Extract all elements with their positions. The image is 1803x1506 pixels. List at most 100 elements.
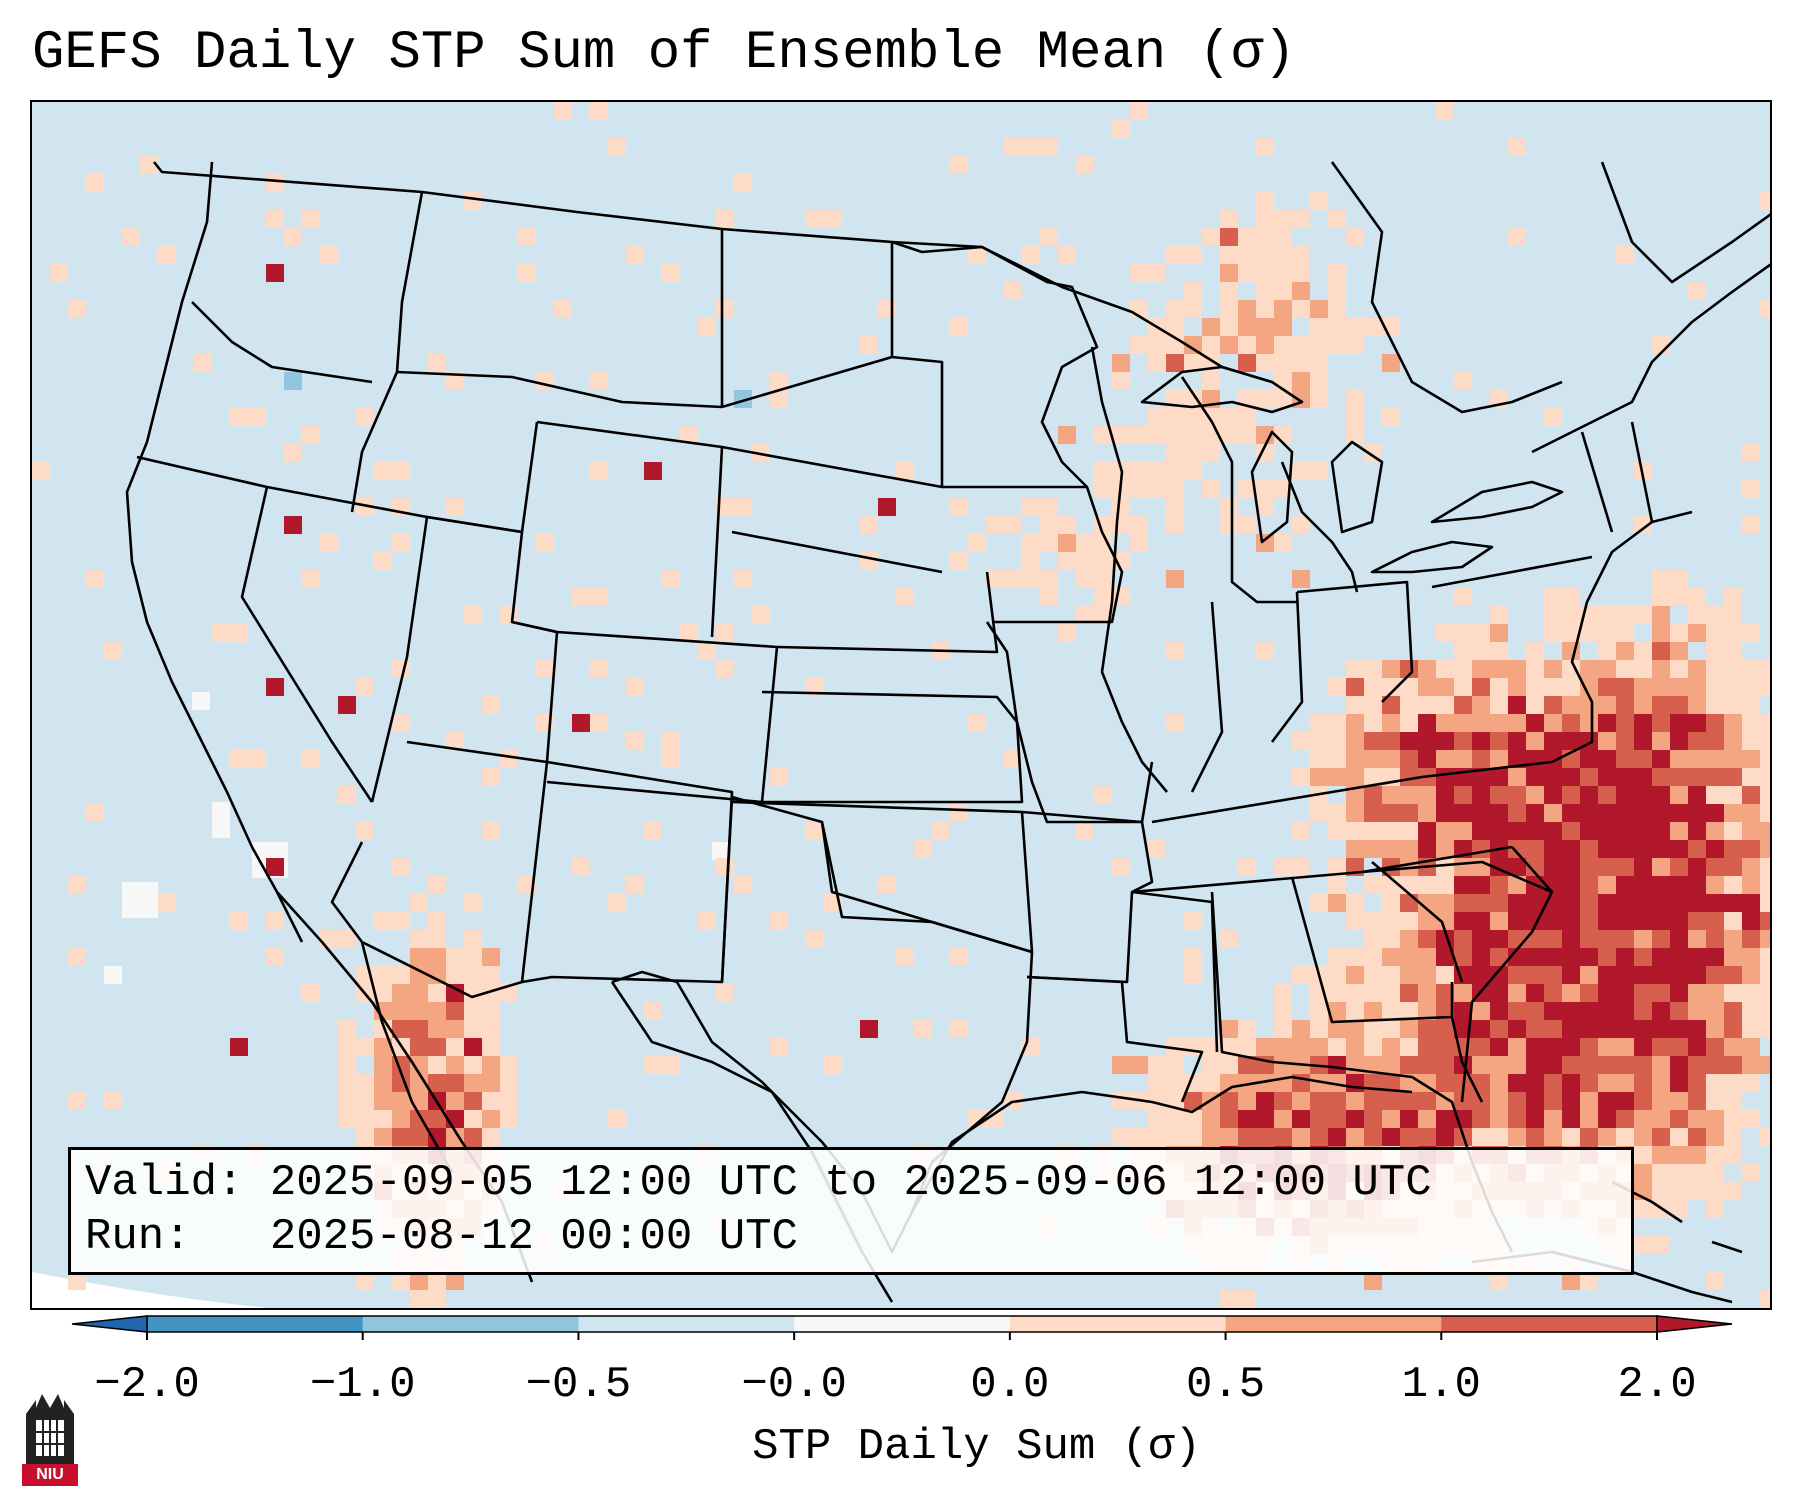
stp-cells <box>32 102 1770 1308</box>
stp-cell <box>1346 408 1364 426</box>
stp-cell <box>338 1074 356 1092</box>
stp-cell <box>338 930 356 948</box>
stp-cell <box>608 138 626 156</box>
stp-cell <box>1418 714 1436 732</box>
stp-cell <box>1454 714 1472 732</box>
stp-cell <box>1058 552 1076 570</box>
stp-cell <box>1238 1128 1256 1146</box>
stp-cell <box>806 678 824 696</box>
stp-cell <box>1688 1146 1706 1164</box>
stp-cell <box>1400 1020 1418 1038</box>
stp-cell <box>1688 1074 1706 1092</box>
stp-cell <box>1616 858 1634 876</box>
stp-cell <box>1634 912 1652 930</box>
stp-cell <box>1508 786 1526 804</box>
stp-cell <box>1742 1074 1760 1092</box>
stp-cell <box>1454 624 1472 642</box>
stp-cell <box>1184 462 1202 480</box>
stp-cell <box>1526 1038 1544 1056</box>
stp-cell <box>1256 264 1274 282</box>
stp-cell <box>1490 1272 1508 1290</box>
stp-cell <box>1328 966 1346 984</box>
stp-cell <box>1454 750 1472 768</box>
stp-cell <box>1724 696 1742 714</box>
stp-cell <box>1526 984 1544 1002</box>
stp-cell <box>1166 1110 1184 1128</box>
stp-cell <box>1724 1182 1742 1200</box>
stp-cell <box>1634 1002 1652 1020</box>
stp-cell <box>1670 1164 1688 1182</box>
stp-cell <box>1382 840 1400 858</box>
stp-cell <box>1112 858 1130 876</box>
stp-cell <box>1166 408 1184 426</box>
stp-cell <box>1616 750 1634 768</box>
stp-cell <box>1706 1146 1724 1164</box>
stp-cell <box>860 516 878 534</box>
stp-cell <box>1346 1092 1364 1110</box>
stp-cell <box>1526 732 1544 750</box>
stp-cell <box>734 498 752 516</box>
stp-cell <box>1616 642 1634 660</box>
stp-cell <box>1616 732 1634 750</box>
run-time-line: Run: 2025-08-12 00:00 UTC <box>85 1212 798 1262</box>
stp-cell <box>1256 210 1274 228</box>
stp-cell <box>1436 750 1454 768</box>
stp-cell <box>1598 606 1616 624</box>
stp-cell <box>896 948 914 966</box>
stp-cell <box>1688 660 1706 678</box>
stp-cell <box>1724 1128 1742 1146</box>
stp-cell <box>1688 624 1706 642</box>
colorbar-under-arrow <box>71 1315 148 1333</box>
stp-cell <box>1670 1128 1688 1146</box>
stp-cell <box>392 534 410 552</box>
stp-cell <box>1652 1074 1670 1092</box>
stp-cell <box>1400 1110 1418 1128</box>
stp-cell <box>1454 786 1472 804</box>
stp-cell <box>482 1128 500 1146</box>
stp-cell <box>482 1038 500 1056</box>
stp-cell <box>806 822 824 840</box>
stp-cell <box>1580 894 1598 912</box>
stp-cell <box>1670 930 1688 948</box>
stp-cell <box>1400 750 1418 768</box>
stp-cell <box>1382 1110 1400 1128</box>
stp-cell <box>590 102 608 120</box>
stp-cell <box>1562 930 1580 948</box>
stp-cell <box>1526 660 1544 678</box>
stp-cell <box>1742 696 1760 714</box>
stp-cell <box>1418 840 1436 858</box>
stp-cell <box>1202 444 1220 462</box>
stp-cell <box>1274 264 1292 282</box>
stp-cell <box>1706 1092 1724 1110</box>
stp-cell <box>1382 966 1400 984</box>
stp-cell <box>158 894 176 912</box>
stp-cell <box>446 966 464 984</box>
stp-cell <box>1418 984 1436 1002</box>
stp-cell <box>1616 984 1634 1002</box>
stp-cell <box>1562 1110 1580 1128</box>
stp-cell <box>1706 1110 1724 1128</box>
stp-cell <box>1364 876 1382 894</box>
stp-cell <box>338 1056 356 1074</box>
stp-cell <box>878 498 896 516</box>
stp-cell <box>1616 1020 1634 1038</box>
stp-cell <box>1022 498 1040 516</box>
stp-cell <box>1616 822 1634 840</box>
stp-cell <box>608 1110 626 1128</box>
stp-cell <box>1706 1182 1724 1200</box>
stp-cell <box>1202 1110 1220 1128</box>
stp-cell <box>1652 696 1670 714</box>
neutral-cell <box>712 842 730 860</box>
stp-cell <box>1508 876 1526 894</box>
stp-cell <box>1598 678 1616 696</box>
stp-cell <box>1526 804 1544 822</box>
stp-cell <box>1274 1110 1292 1128</box>
stp-cell <box>1346 786 1364 804</box>
stp-cell <box>1616 768 1634 786</box>
stp-cell <box>1112 354 1130 372</box>
stp-cell <box>1310 732 1328 750</box>
stp-cell <box>1634 822 1652 840</box>
stp-cell <box>1292 858 1310 876</box>
stp-cell <box>1292 300 1310 318</box>
stp-cell <box>1724 606 1742 624</box>
